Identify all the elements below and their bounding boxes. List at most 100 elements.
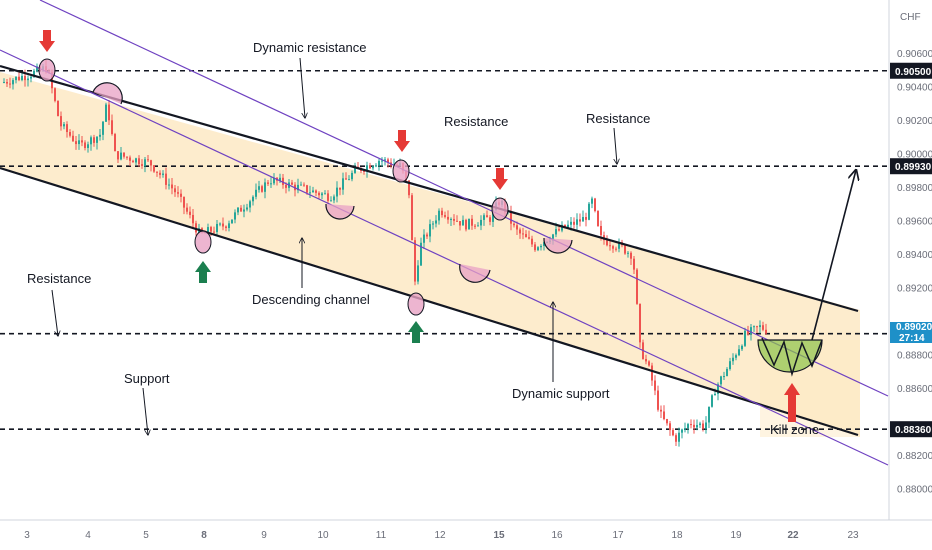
dynamic-support-line[interactable] bbox=[0, 49, 889, 466]
candle-body bbox=[96, 136, 98, 143]
candle-body bbox=[339, 187, 341, 190]
candle-body bbox=[177, 192, 179, 194]
candle-body bbox=[672, 430, 674, 436]
price-level-box bbox=[890, 158, 932, 175]
x-tick-label: 9 bbox=[261, 530, 267, 541]
candle-body bbox=[186, 207, 188, 212]
candle-body bbox=[366, 165, 368, 172]
candle-body bbox=[456, 220, 458, 222]
candle-body bbox=[534, 244, 536, 251]
candle-body bbox=[168, 184, 170, 186]
dynamic-resistance-line[interactable] bbox=[39, 0, 889, 397]
candle-body bbox=[480, 219, 482, 226]
candle-body bbox=[291, 182, 293, 185]
candle-body bbox=[318, 192, 320, 196]
buy-arrows bbox=[195, 261, 424, 343]
candle-body bbox=[231, 219, 233, 224]
candle-body bbox=[84, 142, 86, 148]
candle-body bbox=[555, 229, 557, 235]
candle-body bbox=[678, 432, 680, 442]
candle-body bbox=[729, 361, 731, 370]
candle-body bbox=[387, 159, 389, 163]
candle-body bbox=[159, 172, 161, 175]
candle-body bbox=[138, 158, 140, 165]
candle-body bbox=[180, 193, 182, 197]
candle-body bbox=[210, 227, 212, 232]
candle-body bbox=[693, 424, 695, 428]
candle-body bbox=[108, 104, 110, 121]
candle-body bbox=[525, 234, 527, 238]
candle-body bbox=[18, 76, 20, 81]
resistance-label-1: Resistance bbox=[444, 114, 508, 129]
candle-body bbox=[522, 233, 524, 235]
candle-body bbox=[591, 198, 593, 204]
x-tick-label: 4 bbox=[85, 530, 91, 541]
candle-body bbox=[708, 406, 710, 423]
candle-body bbox=[336, 187, 338, 197]
candle-body bbox=[750, 327, 752, 334]
candle-body bbox=[714, 393, 716, 396]
candle-body bbox=[267, 182, 269, 184]
candle-body bbox=[486, 215, 488, 218]
y-tick-label: 0.89600 bbox=[897, 217, 932, 228]
candle-body bbox=[297, 184, 299, 191]
candle-body bbox=[102, 121, 104, 135]
candle-body bbox=[270, 183, 272, 185]
channel-upper-line[interactable] bbox=[0, 64, 859, 313]
candle-body bbox=[702, 423, 704, 429]
candle-body bbox=[510, 211, 512, 224]
time-axis-panel[interactable] bbox=[0, 520, 932, 550]
candle-body bbox=[264, 182, 266, 192]
y-tick-label: 0.90200 bbox=[897, 116, 932, 127]
candle-body bbox=[258, 186, 260, 190]
candle-body bbox=[63, 124, 65, 127]
channel-lower-line[interactable] bbox=[0, 166, 859, 437]
candle-body bbox=[612, 246, 614, 249]
candle-body bbox=[228, 223, 230, 229]
candle-body bbox=[150, 160, 152, 166]
candle-body bbox=[324, 193, 326, 195]
candle-body bbox=[309, 192, 311, 194]
candle-body bbox=[717, 384, 719, 394]
candle-body bbox=[747, 330, 749, 334]
resistance-label-2: Resistance bbox=[586, 111, 650, 126]
candle-body bbox=[492, 210, 494, 222]
candle-body bbox=[342, 178, 344, 190]
candle-body bbox=[432, 223, 434, 225]
candle-body bbox=[72, 135, 74, 142]
candle-body bbox=[6, 81, 8, 84]
y-tick-label: 0.88800 bbox=[897, 351, 932, 362]
circle-markers bbox=[38, 58, 509, 316]
candle-body bbox=[12, 80, 14, 85]
x-tick-label: 22 bbox=[787, 530, 799, 541]
candle-body bbox=[321, 193, 323, 196]
candle-body bbox=[738, 349, 740, 356]
candle-body bbox=[633, 258, 635, 270]
x-tick-label: 19 bbox=[730, 530, 742, 541]
candle-body bbox=[756, 326, 758, 328]
candle-body bbox=[690, 424, 692, 426]
candle-body bbox=[558, 229, 560, 231]
candle-body bbox=[300, 184, 302, 186]
x-tick-label: 18 bbox=[671, 530, 683, 541]
candle-body bbox=[213, 231, 215, 233]
candle-body bbox=[252, 196, 254, 202]
candle-body bbox=[624, 245, 626, 254]
candle-body bbox=[636, 269, 638, 304]
candle-body bbox=[513, 223, 515, 226]
candle-body bbox=[540, 245, 542, 248]
candle-body bbox=[450, 218, 452, 220]
candle-body bbox=[222, 223, 224, 227]
candle-body bbox=[537, 247, 539, 251]
candle-body bbox=[219, 223, 221, 225]
candle-body bbox=[570, 221, 572, 225]
y-tick-label: 0.90600 bbox=[897, 49, 932, 60]
candle-body bbox=[369, 165, 371, 169]
candle-body bbox=[669, 423, 671, 431]
resistance-label-left: Resistance bbox=[27, 271, 91, 286]
x-tick-label: 11 bbox=[376, 530, 387, 541]
candle-body bbox=[132, 160, 134, 163]
candle-body bbox=[57, 100, 59, 117]
